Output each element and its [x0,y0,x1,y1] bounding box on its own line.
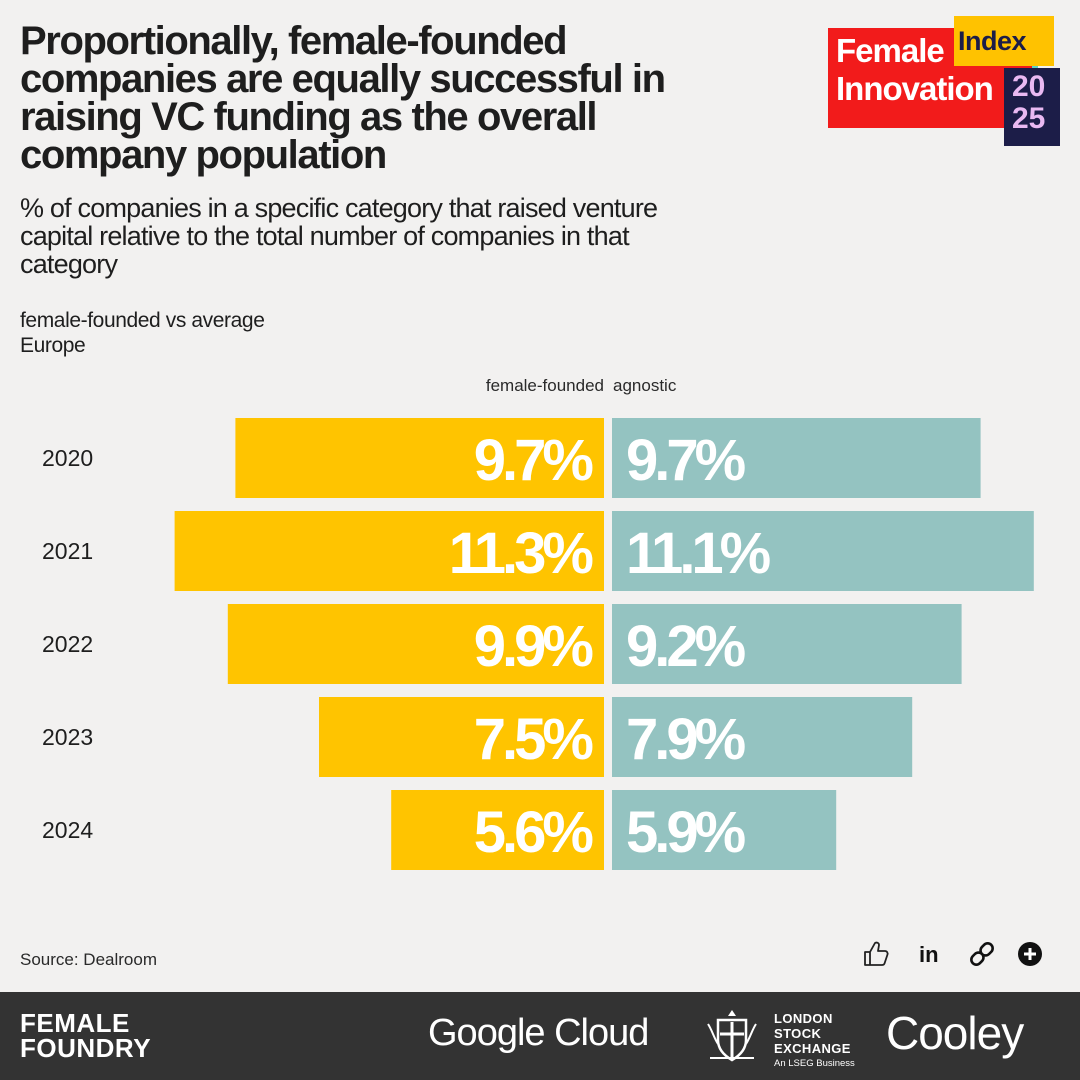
female-founded-value-label: 5.6% [474,800,594,865]
social-actions: in [858,936,1048,972]
plus-circle-icon [1018,942,1042,966]
copy-link-button[interactable] [964,936,1000,972]
linkedin-text: in [919,942,939,967]
thumbs-up-icon [864,941,889,966]
partner-footer: FEMALE FOUNDRY Google Cloud LONDON STOCK… [0,992,1080,1080]
agnostic-bar [612,604,962,684]
lse-line3: EXCHANGE [774,1041,851,1056]
lse-crest-icon [707,1010,757,1062]
comparison-note: female-founded vs average [20,309,265,332]
lse-line2: STOCK [774,1026,822,1041]
female-founded-value-label: 7.5% [474,707,594,772]
logo-word-female: Female [836,32,945,69]
diverging-bar-chart: 2020 9.7% 9.7% 2021 11.3% 11.1% 2022 9.9% 9.2% 20… [42,418,1034,870]
add-button[interactable] [1012,936,1048,972]
year-label: 2024 [42,817,93,843]
agnostic-bar [612,418,981,498]
legend-agnostic: agnostic [613,376,677,395]
chart-title: Proportionally, female-founded companies… [20,19,666,177]
agnostic-bar [612,511,1034,591]
female-innovation-index-logo: Female Innovation Index 20 25 [828,16,1062,146]
lse-subtitle: An LSEG Business [774,1058,855,1069]
female-founded-bar [174,511,604,591]
legend-female-founded: female-founded [485,376,604,395]
logo-navy-block [1004,68,1060,146]
female-foundry-line1: FEMALE [20,1008,130,1038]
year-label: 2022 [42,631,93,657]
google-cloud-logo: Google Cloud [428,1012,649,1054]
female-founded-value-label: 11.3% [449,521,594,586]
female-foundry-line2: FOUNDRY [20,1033,152,1063]
linkedin-share-button[interactable]: in [914,936,950,972]
female-founded-bar [391,790,604,870]
chart-subtitle: % of companies in a specific category th… [20,193,658,279]
female-founded-bar [227,604,605,684]
female-founded-value-label: 9.9% [474,614,594,679]
logo-year-bottom: 25 [1012,102,1046,135]
lse-logo-text: LONDON STOCK EXCHANGE [774,1011,851,1056]
female-founded-bar [235,418,604,498]
agnostic-bar [612,697,913,777]
logo-yellow-block [954,16,1054,66]
year-label: 2021 [42,538,93,564]
agnostic-value-label: 5.9% [626,800,746,865]
region-note: Europe [20,334,86,357]
female-foundry-logo: FEMALE FOUNDRY [20,1008,152,1063]
agnostic-bar [612,790,837,870]
lse-line1: LONDON [774,1011,833,1026]
linkedin-icon: in [919,942,939,967]
link-icon [970,942,994,966]
logo-word-innovation: Innovation [836,70,994,107]
agnostic-value-label: 9.2% [626,614,746,679]
logo-word-index: Index [958,26,1027,56]
year-label: 2023 [42,724,93,750]
agnostic-value-label: 11.1% [626,521,771,586]
agnostic-value-label: 7.9% [626,707,746,772]
cooley-logo: Cooley [886,1007,1024,1059]
year-label: 2020 [42,445,93,471]
female-founded-value-label: 9.7% [474,428,594,493]
logo-year-top: 20 [1012,70,1046,103]
agnostic-value-label: 9.7% [626,428,746,493]
female-founded-bar [319,697,604,777]
source-note: Source: Dealroom [20,950,158,969]
like-button[interactable] [858,936,894,972]
